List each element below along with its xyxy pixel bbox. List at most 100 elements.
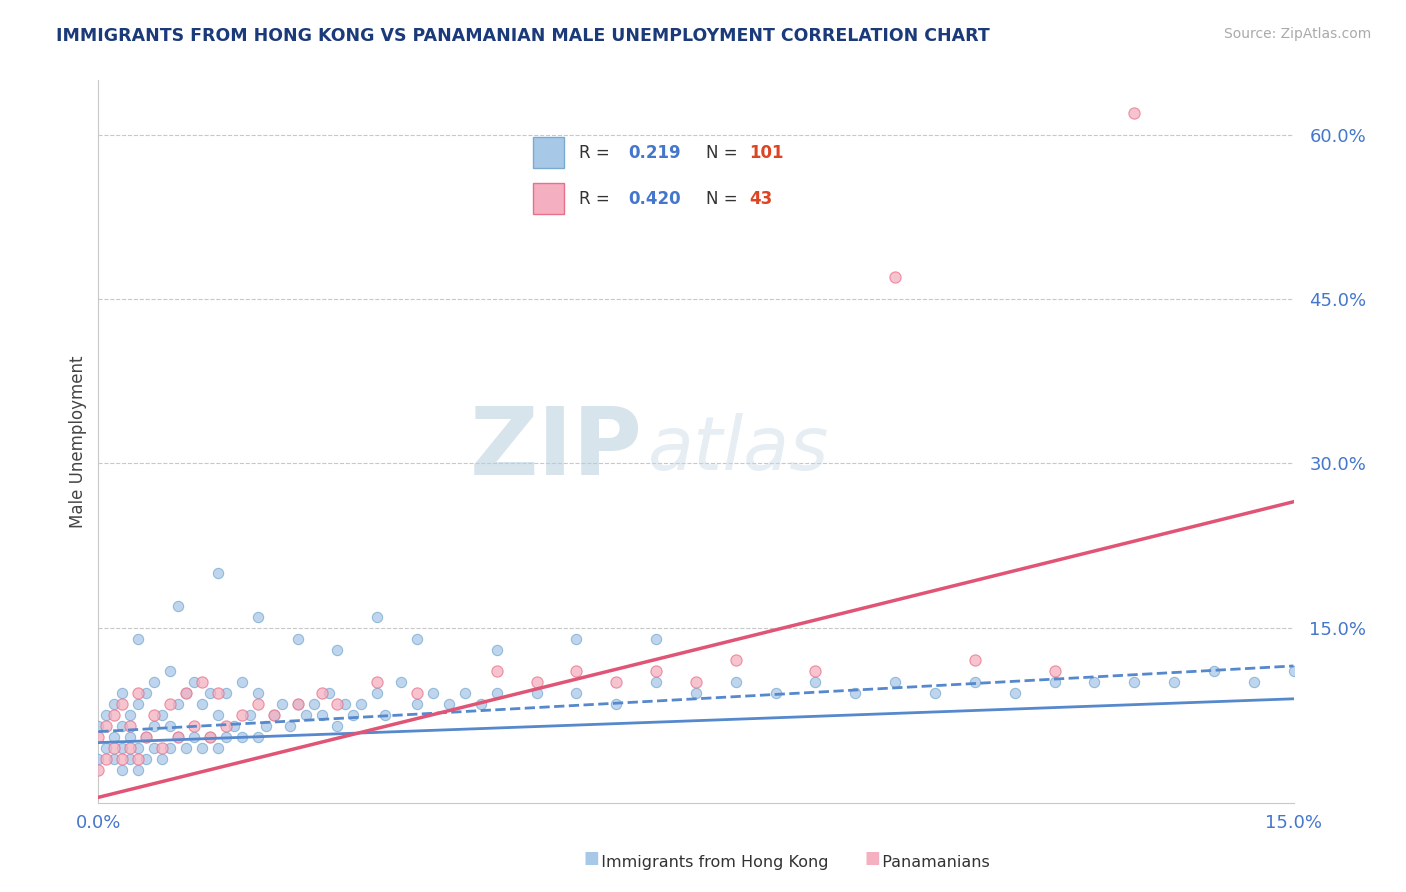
Text: N =: N =	[706, 144, 737, 161]
Point	[191, 675, 214, 690]
Point	[374, 708, 396, 723]
Point	[311, 686, 333, 700]
Bar	[533, 184, 564, 214]
Text: atlas: atlas	[648, 413, 830, 484]
Point	[287, 632, 309, 646]
Point	[111, 698, 134, 712]
Point	[120, 708, 142, 723]
Point	[198, 730, 221, 744]
Point	[1123, 106, 1146, 120]
Point	[406, 686, 429, 700]
Point	[111, 752, 134, 766]
Point	[335, 698, 357, 712]
Point	[183, 675, 205, 690]
Point	[884, 675, 907, 690]
Point	[246, 609, 269, 624]
Point	[437, 698, 460, 712]
Point	[87, 763, 110, 777]
Text: 0.420: 0.420	[628, 190, 681, 208]
Point	[804, 675, 827, 690]
Point	[103, 708, 125, 723]
Point	[159, 719, 181, 733]
Point	[167, 698, 190, 712]
Point	[103, 698, 125, 712]
Point	[87, 730, 110, 744]
Point	[120, 719, 142, 733]
Text: Source: ZipAtlas.com: Source: ZipAtlas.com	[1223, 27, 1371, 41]
Text: ■: ■	[865, 849, 880, 867]
Point	[254, 719, 277, 733]
Text: ZIP: ZIP	[470, 403, 643, 495]
Point	[215, 730, 238, 744]
Point	[120, 741, 142, 756]
Point	[963, 675, 986, 690]
Point	[326, 698, 349, 712]
Point	[159, 665, 181, 679]
Point	[96, 752, 118, 766]
Text: Panamanians: Panamanians	[872, 855, 990, 870]
Point	[645, 665, 668, 679]
Point	[366, 609, 388, 624]
Bar	[533, 137, 564, 168]
Point	[287, 698, 309, 712]
Point	[1043, 665, 1066, 679]
Point	[844, 686, 866, 700]
Point	[87, 752, 110, 766]
Point	[231, 708, 253, 723]
Point	[167, 730, 190, 744]
Point	[135, 730, 157, 744]
Point	[605, 675, 627, 690]
Y-axis label: Male Unemployment: Male Unemployment	[69, 355, 87, 528]
Text: IMMIGRANTS FROM HONG KONG VS PANAMANIAN MALE UNEMPLOYMENT CORRELATION CHART: IMMIGRANTS FROM HONG KONG VS PANAMANIAN …	[56, 27, 990, 45]
Point	[127, 698, 149, 712]
Point	[207, 708, 229, 723]
Point	[485, 686, 508, 700]
Text: ■: ■	[583, 849, 599, 867]
Point	[1243, 675, 1265, 690]
Point	[127, 741, 149, 756]
Text: Immigrants from Hong Kong: Immigrants from Hong Kong	[591, 855, 828, 870]
Point	[143, 741, 166, 756]
Point	[159, 741, 181, 756]
Point	[485, 665, 508, 679]
Point	[143, 708, 166, 723]
Point	[246, 730, 269, 744]
Point	[222, 719, 245, 733]
Point	[96, 741, 118, 756]
Point	[526, 686, 548, 700]
Text: R =: R =	[579, 190, 610, 208]
Point	[963, 653, 986, 667]
Point	[565, 632, 588, 646]
Point	[804, 665, 827, 679]
Text: 0.219: 0.219	[628, 144, 681, 161]
Point	[198, 730, 221, 744]
Point	[884, 270, 907, 285]
Point	[318, 686, 340, 700]
Text: 43: 43	[749, 190, 772, 208]
Point	[270, 698, 292, 712]
Point	[215, 719, 238, 733]
Point	[1282, 665, 1305, 679]
Point	[302, 698, 325, 712]
Point	[1202, 665, 1225, 679]
Point	[120, 730, 142, 744]
Point	[207, 566, 229, 580]
Point	[454, 686, 477, 700]
Point	[263, 708, 285, 723]
Point	[422, 686, 444, 700]
Point	[366, 686, 388, 700]
Point	[565, 686, 588, 700]
Point	[174, 686, 197, 700]
Point	[120, 752, 142, 766]
Point	[103, 741, 125, 756]
Point	[103, 730, 125, 744]
Point	[485, 642, 508, 657]
Point	[645, 632, 668, 646]
Point	[167, 730, 190, 744]
Point	[326, 642, 349, 657]
Point	[174, 741, 197, 756]
Text: 101: 101	[749, 144, 783, 161]
Point	[111, 741, 134, 756]
Point	[135, 730, 157, 744]
Point	[1123, 675, 1146, 690]
